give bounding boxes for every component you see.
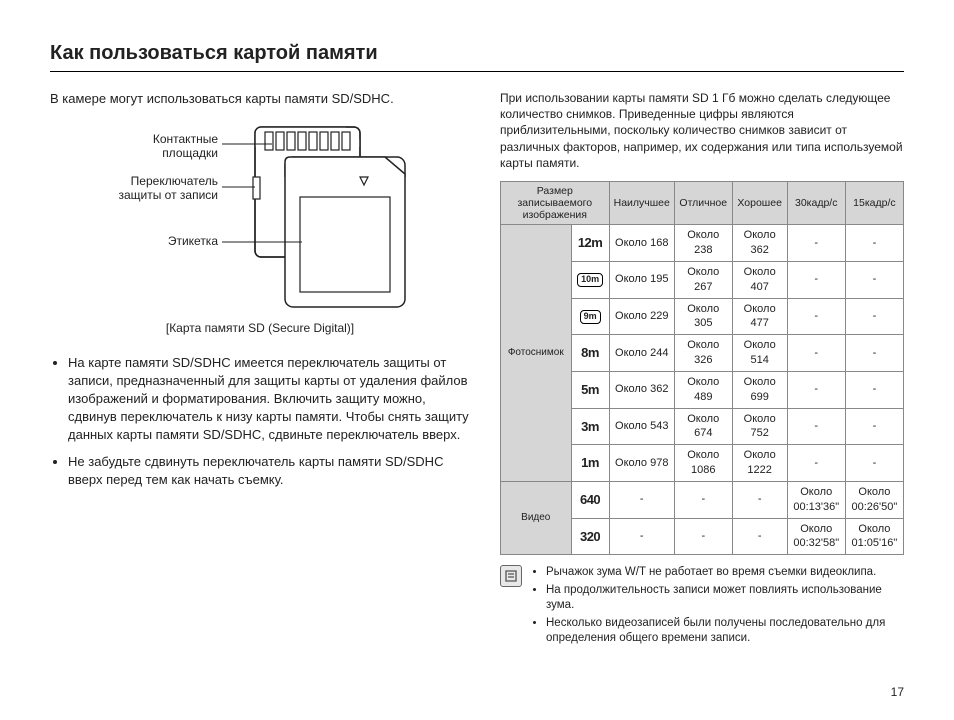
- value-cell: Около 699: [732, 371, 787, 408]
- value-cell: -: [845, 225, 903, 262]
- page-number: 17: [891, 684, 904, 700]
- size-cell: 640: [571, 481, 609, 518]
- notes-list: Рычажок зума W/T не работает во время съ…: [530, 565, 904, 649]
- size-cell: 1m: [571, 445, 609, 482]
- group-photo: Фотоснимок: [501, 225, 572, 482]
- value-cell: -: [787, 371, 845, 408]
- th-fps30: 30кадр/с: [787, 181, 845, 224]
- value-cell: Около 362: [732, 225, 787, 262]
- value-cell: Около 362: [609, 371, 674, 408]
- value-cell: -: [845, 408, 903, 445]
- value-cell: Около 267: [674, 261, 732, 298]
- value-cell: Около 543: [609, 408, 674, 445]
- value-cell: -: [787, 335, 845, 372]
- capacity-table: Размер записываемого изображения Наилучш…: [500, 181, 904, 555]
- value-cell: -: [732, 481, 787, 518]
- value-cell: -: [845, 371, 903, 408]
- size-cell: 12m: [571, 225, 609, 262]
- value-cell: Около 752: [732, 408, 787, 445]
- left-intro: В камере могут использоваться карты памя…: [50, 90, 470, 108]
- size-cell: 10m: [571, 261, 609, 298]
- label-wp-switch: Переключатель защиты от записи: [100, 174, 218, 203]
- value-cell: Около 326: [674, 335, 732, 372]
- page-title: Как пользоваться картой памяти: [50, 40, 904, 67]
- note-item: Несколько видеозаписей были получены пос…: [546, 616, 904, 647]
- value-cell: -: [787, 261, 845, 298]
- value-cell: Около 674: [674, 408, 732, 445]
- value-cell: -: [732, 518, 787, 555]
- value-cell: Около 00:13'36": [787, 481, 845, 518]
- value-cell: -: [787, 298, 845, 335]
- value-cell: -: [845, 335, 903, 372]
- value-cell: Около 168: [609, 225, 674, 262]
- th-size: Размер записываемого изображения: [501, 181, 610, 224]
- value-cell: Около 407: [732, 261, 787, 298]
- value-cell: Около 00:26'50": [845, 481, 903, 518]
- value-cell: Около 489: [674, 371, 732, 408]
- sd-card-diagram: Контактные площадки Переключатель защиты…: [50, 122, 470, 312]
- table-row: Видео640---Около 00:13'36"Около 00:26'50…: [501, 481, 904, 518]
- table-body: Фотоснимок12mОколо 168Около 238Около 362…: [501, 225, 904, 555]
- label-label-tag: Этикетка: [100, 234, 218, 248]
- value-cell: -: [674, 481, 732, 518]
- value-cell: Около 238: [674, 225, 732, 262]
- size-cell: 9m: [571, 298, 609, 335]
- value-cell: -: [845, 445, 903, 482]
- th-best: Наилучшее: [609, 181, 674, 224]
- diagram-caption: [Карта памяти SD (Secure Digital)]: [50, 320, 470, 336]
- value-cell: Около 514: [732, 335, 787, 372]
- value-cell: Около 477: [732, 298, 787, 335]
- value-cell: -: [845, 261, 903, 298]
- value-cell: -: [787, 225, 845, 262]
- value-cell: -: [609, 481, 674, 518]
- label-contacts: Контактные площадки: [100, 132, 218, 161]
- notes-block: Рычажок зума W/T не работает во время съ…: [500, 565, 904, 649]
- bullet-item: Не забудьте сдвинуть переключатель карты…: [68, 453, 470, 489]
- title-rule: [50, 71, 904, 72]
- table-row: Фотоснимок12mОколо 168Около 238Около 362…: [501, 225, 904, 262]
- value-cell: Около 978: [609, 445, 674, 482]
- left-bullets: На карте памяти SD/SDHC имеется переключ…: [50, 354, 470, 489]
- note-item: На продолжительность записи может повлия…: [546, 583, 904, 614]
- size-cell: 320: [571, 518, 609, 555]
- note-icon: [500, 565, 522, 587]
- value-cell: -: [787, 408, 845, 445]
- size-cell: 8m: [571, 335, 609, 372]
- value-cell: Около 1222: [732, 445, 787, 482]
- group-video: Видео: [501, 481, 572, 554]
- value-cell: Около 244: [609, 335, 674, 372]
- size-cell: 5m: [571, 371, 609, 408]
- right-intro: При использовании карты памяти SD 1 Гб м…: [500, 90, 904, 171]
- value-cell: -: [845, 298, 903, 335]
- value-cell: Около 305: [674, 298, 732, 335]
- value-cell: Около 195: [609, 261, 674, 298]
- value-cell: -: [609, 518, 674, 555]
- th-good: Хорошее: [732, 181, 787, 224]
- value-cell: Около 01:05'16": [845, 518, 903, 555]
- value-cell: -: [787, 445, 845, 482]
- value-cell: Около 229: [609, 298, 674, 335]
- note-item: Рычажок зума W/T не работает во время съ…: [546, 565, 904, 581]
- bullet-item: На карте памяти SD/SDHC имеется переключ…: [68, 354, 470, 445]
- value-cell: Около 00:32'58": [787, 518, 845, 555]
- th-fine: Отличное: [674, 181, 732, 224]
- value-cell: Около 1086: [674, 445, 732, 482]
- size-cell: 3m: [571, 408, 609, 445]
- value-cell: -: [674, 518, 732, 555]
- th-fps15: 15кадр/с: [845, 181, 903, 224]
